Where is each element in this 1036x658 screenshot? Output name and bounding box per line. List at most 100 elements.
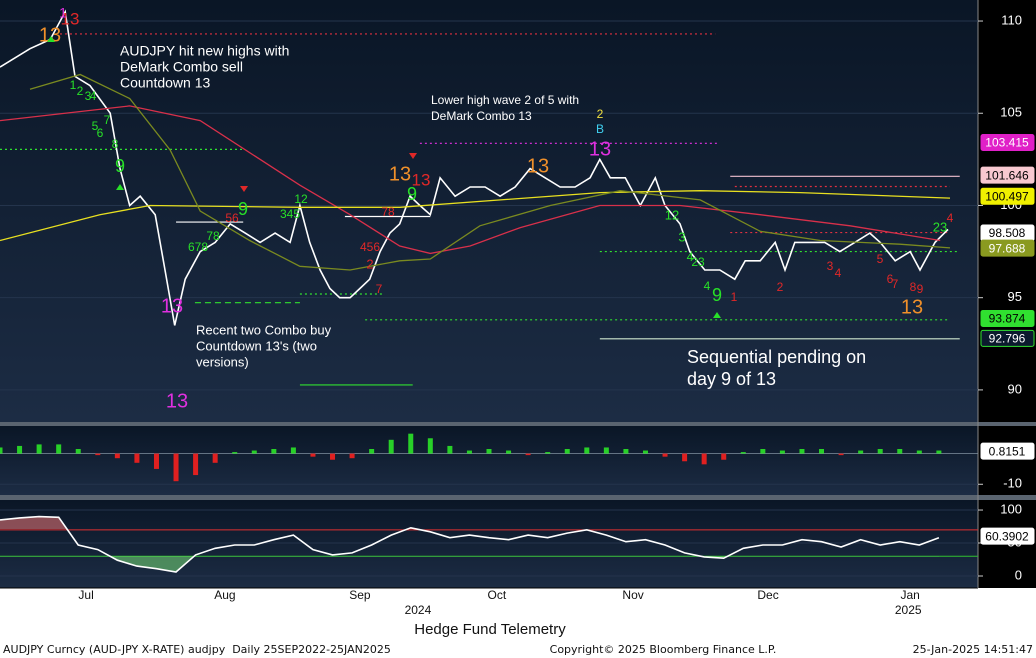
annotation: Lower high wave 2 of 5 with <box>431 93 579 107</box>
count-label: 6 <box>887 272 894 286</box>
bar <box>388 439 394 454</box>
bar <box>916 450 922 454</box>
bar <box>779 450 785 454</box>
x-tick-label: Oct <box>487 588 506 602</box>
price-label-box <box>980 329 1035 347</box>
count-label: 4 <box>687 250 694 264</box>
x-tick-label: Dec <box>757 588 778 602</box>
y-tick-label: -10 <box>1003 476 1022 491</box>
signal-arrow <box>713 312 721 318</box>
last-value-label: 60.3902 <box>985 529 1029 543</box>
rsi-panel <box>0 500 978 588</box>
bar <box>799 449 805 454</box>
bar <box>153 453 159 469</box>
bar <box>603 447 609 454</box>
y-tick-label: 105 <box>1000 105 1022 120</box>
y-tick-label: 90 <box>1008 381 1022 396</box>
bar <box>95 453 101 456</box>
bar <box>114 453 120 459</box>
bar <box>701 453 707 465</box>
bar <box>662 453 668 457</box>
count-label: 7 <box>892 277 899 291</box>
bar <box>545 452 551 454</box>
count-label: 5 <box>877 252 884 266</box>
x-year-label: 2024 <box>405 603 432 617</box>
annotation: Sequential pending on <box>687 347 866 367</box>
bar <box>936 450 942 454</box>
series-line <box>0 190 951 242</box>
bar <box>838 453 844 456</box>
last-value-label: 0.8151 <box>989 444 1026 458</box>
bar <box>447 445 453 454</box>
panel-divider <box>0 495 1036 500</box>
series-line <box>29 73 951 271</box>
signal-arrow <box>240 186 248 192</box>
count-label: 3 <box>678 229 685 244</box>
bar <box>897 449 903 454</box>
count-label: 8 <box>112 137 119 151</box>
bar <box>877 449 883 454</box>
footer-title: Hedge Fund Telemetry <box>414 621 566 638</box>
bar <box>251 450 257 454</box>
count-label: 23 <box>933 219 947 234</box>
count-label: 4 <box>835 266 842 280</box>
count-label: 13 <box>589 138 611 160</box>
count-label: 2 <box>366 256 373 271</box>
series-line <box>0 105 941 255</box>
price-label-box <box>980 309 1035 327</box>
signal-arrow <box>116 184 124 190</box>
bar <box>721 453 727 460</box>
bar <box>75 449 81 454</box>
annotation: Recent two Combo buy <box>196 322 332 337</box>
annotation: Countdown 13 <box>120 75 211 91</box>
band-fill <box>0 516 417 529</box>
bar <box>349 453 355 459</box>
count-label: 13 <box>389 163 411 185</box>
count-label: 1 <box>70 78 77 92</box>
count-label: 9 <box>238 199 248 219</box>
bar <box>56 444 62 454</box>
bar <box>369 449 375 454</box>
price-label: 101.646 <box>985 168 1029 182</box>
bar <box>232 452 238 454</box>
bar <box>193 453 199 476</box>
bar <box>642 450 648 454</box>
count-label: 1 <box>731 290 738 304</box>
bar <box>584 447 590 454</box>
count-label: 4 <box>90 89 97 103</box>
y-tick-label: 110 <box>1001 12 1022 27</box>
price-label-box <box>980 239 1035 257</box>
signal-arrow <box>409 153 417 159</box>
count-label: 345 <box>280 207 300 221</box>
count-label: 78 <box>381 205 395 219</box>
count-label: 23 <box>691 255 705 269</box>
count-label: 13 <box>39 24 61 46</box>
count-label: 2 <box>777 280 784 294</box>
bar <box>17 445 23 454</box>
bar <box>134 453 140 463</box>
price-label-box <box>980 166 1035 184</box>
price-label-box <box>980 133 1035 151</box>
bar <box>682 453 688 462</box>
count-label: 9 <box>115 156 125 176</box>
bar <box>506 450 512 454</box>
count-label: 3 <box>827 259 834 273</box>
bar <box>0 447 3 454</box>
bar <box>290 447 296 454</box>
count-label: B <box>596 122 604 136</box>
annotation: day 9 of 13 <box>687 369 776 389</box>
price-label: 103.415 <box>985 136 1029 150</box>
x-tick-label: Jan <box>901 588 920 602</box>
count-label: 7 <box>104 113 111 127</box>
y-tick-label: 95 <box>1008 289 1022 304</box>
bar <box>173 453 179 482</box>
count-label: 56 <box>225 211 239 225</box>
count-label: 78 <box>206 229 220 243</box>
count-label: 13 <box>527 155 549 177</box>
series-line <box>0 515 940 573</box>
price-label: 93.874 <box>989 312 1026 326</box>
count-label: 13 <box>161 295 183 317</box>
bar <box>486 449 492 454</box>
